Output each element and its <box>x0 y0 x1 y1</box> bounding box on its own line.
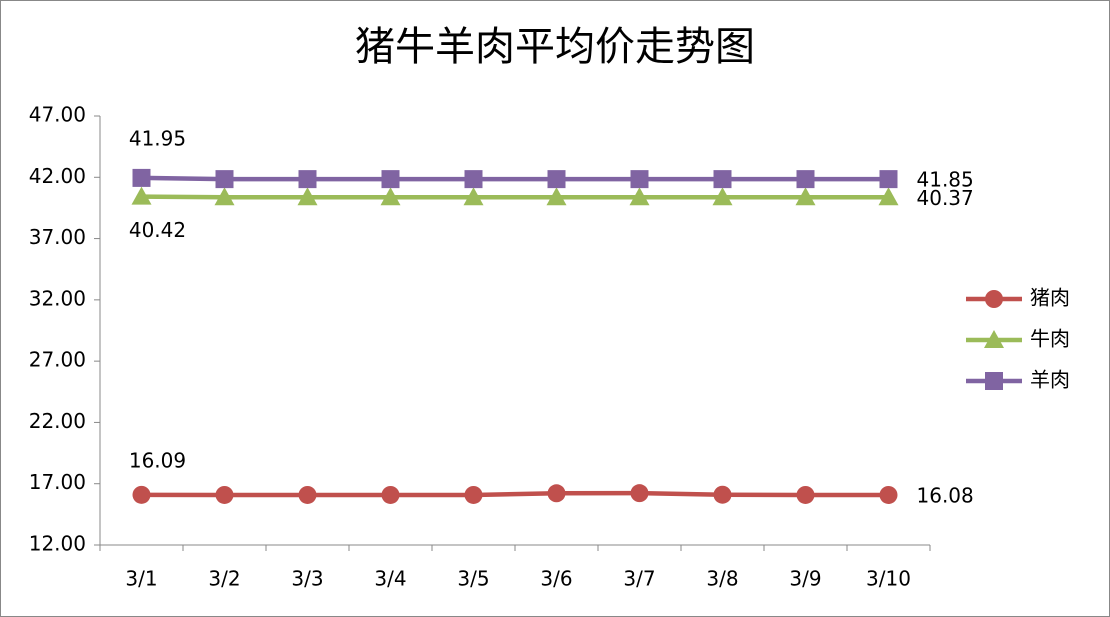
x-tick-label: 3/5 <box>457 567 489 591</box>
data-point <box>795 187 816 206</box>
data-point <box>629 187 650 206</box>
data-label: 40.42 <box>129 218 186 242</box>
series-line <box>141 175 889 182</box>
y-tick-label: 32.00 <box>29 286 86 310</box>
x-tick-label: 3/1 <box>125 567 157 591</box>
y-tick-label: 47.00 <box>29 103 86 127</box>
data-point <box>381 170 400 189</box>
data-label: 40.37 <box>917 186 974 210</box>
legend-label: 猪肉 <box>1030 286 1070 310</box>
x-tick-label: 3/10 <box>866 567 911 591</box>
data-point <box>547 170 566 189</box>
data-point <box>630 484 649 503</box>
x-tick-label: 3/7 <box>623 567 655 591</box>
data-point <box>381 485 400 504</box>
y-tick-label: 27.00 <box>29 348 86 372</box>
data-point <box>297 187 318 206</box>
data-point <box>712 187 733 206</box>
y-tick-label: 42.00 <box>29 164 86 188</box>
data-label: 16.08 <box>917 483 974 507</box>
data-label: 41.85 <box>917 168 974 192</box>
data-point <box>214 187 235 206</box>
data-point <box>463 187 484 206</box>
y-tick-label: 37.00 <box>29 225 86 249</box>
x-tick-label: 3/6 <box>540 567 572 591</box>
data-point <box>464 485 483 504</box>
series-line <box>141 194 889 200</box>
data-point <box>546 187 567 206</box>
x-tick-label: 3/3 <box>291 567 323 591</box>
x-tick-label: 3/8 <box>706 567 738 591</box>
data-point <box>132 168 151 187</box>
x-tick-label: 3/4 <box>374 567 406 591</box>
y-tick-label: 17.00 <box>29 470 86 494</box>
legend-marker <box>985 290 1003 308</box>
series-line <box>141 490 889 498</box>
data-point <box>298 485 317 504</box>
data-point <box>131 186 152 205</box>
data-label: 16.09 <box>129 448 186 472</box>
x-tick-label: 3/9 <box>789 567 821 591</box>
data-point <box>630 170 649 189</box>
data-point <box>380 187 401 206</box>
y-tick-label: 12.00 <box>29 532 86 556</box>
data-point <box>215 170 234 189</box>
data-point <box>878 187 899 206</box>
data-point <box>796 485 815 504</box>
legend-marker <box>984 330 1004 348</box>
data-point <box>464 170 483 189</box>
x-tick-label: 3/2 <box>208 567 240 591</box>
data-label: 41.95 <box>129 126 186 150</box>
data-point <box>713 485 732 504</box>
data-point <box>796 170 815 189</box>
data-point <box>298 170 317 189</box>
legend-label: 羊肉 <box>1030 368 1070 392</box>
chart-title: 猪牛羊肉平均价走势图 <box>355 24 755 70</box>
data-point <box>132 485 151 504</box>
data-point <box>713 170 732 189</box>
y-tick-label: 22.00 <box>29 409 86 433</box>
data-point <box>879 170 898 189</box>
data-point <box>547 484 566 503</box>
legend-marker <box>985 372 1003 390</box>
data-point <box>879 485 898 504</box>
data-point <box>215 485 234 504</box>
legend-label: 牛肉 <box>1030 327 1070 351</box>
